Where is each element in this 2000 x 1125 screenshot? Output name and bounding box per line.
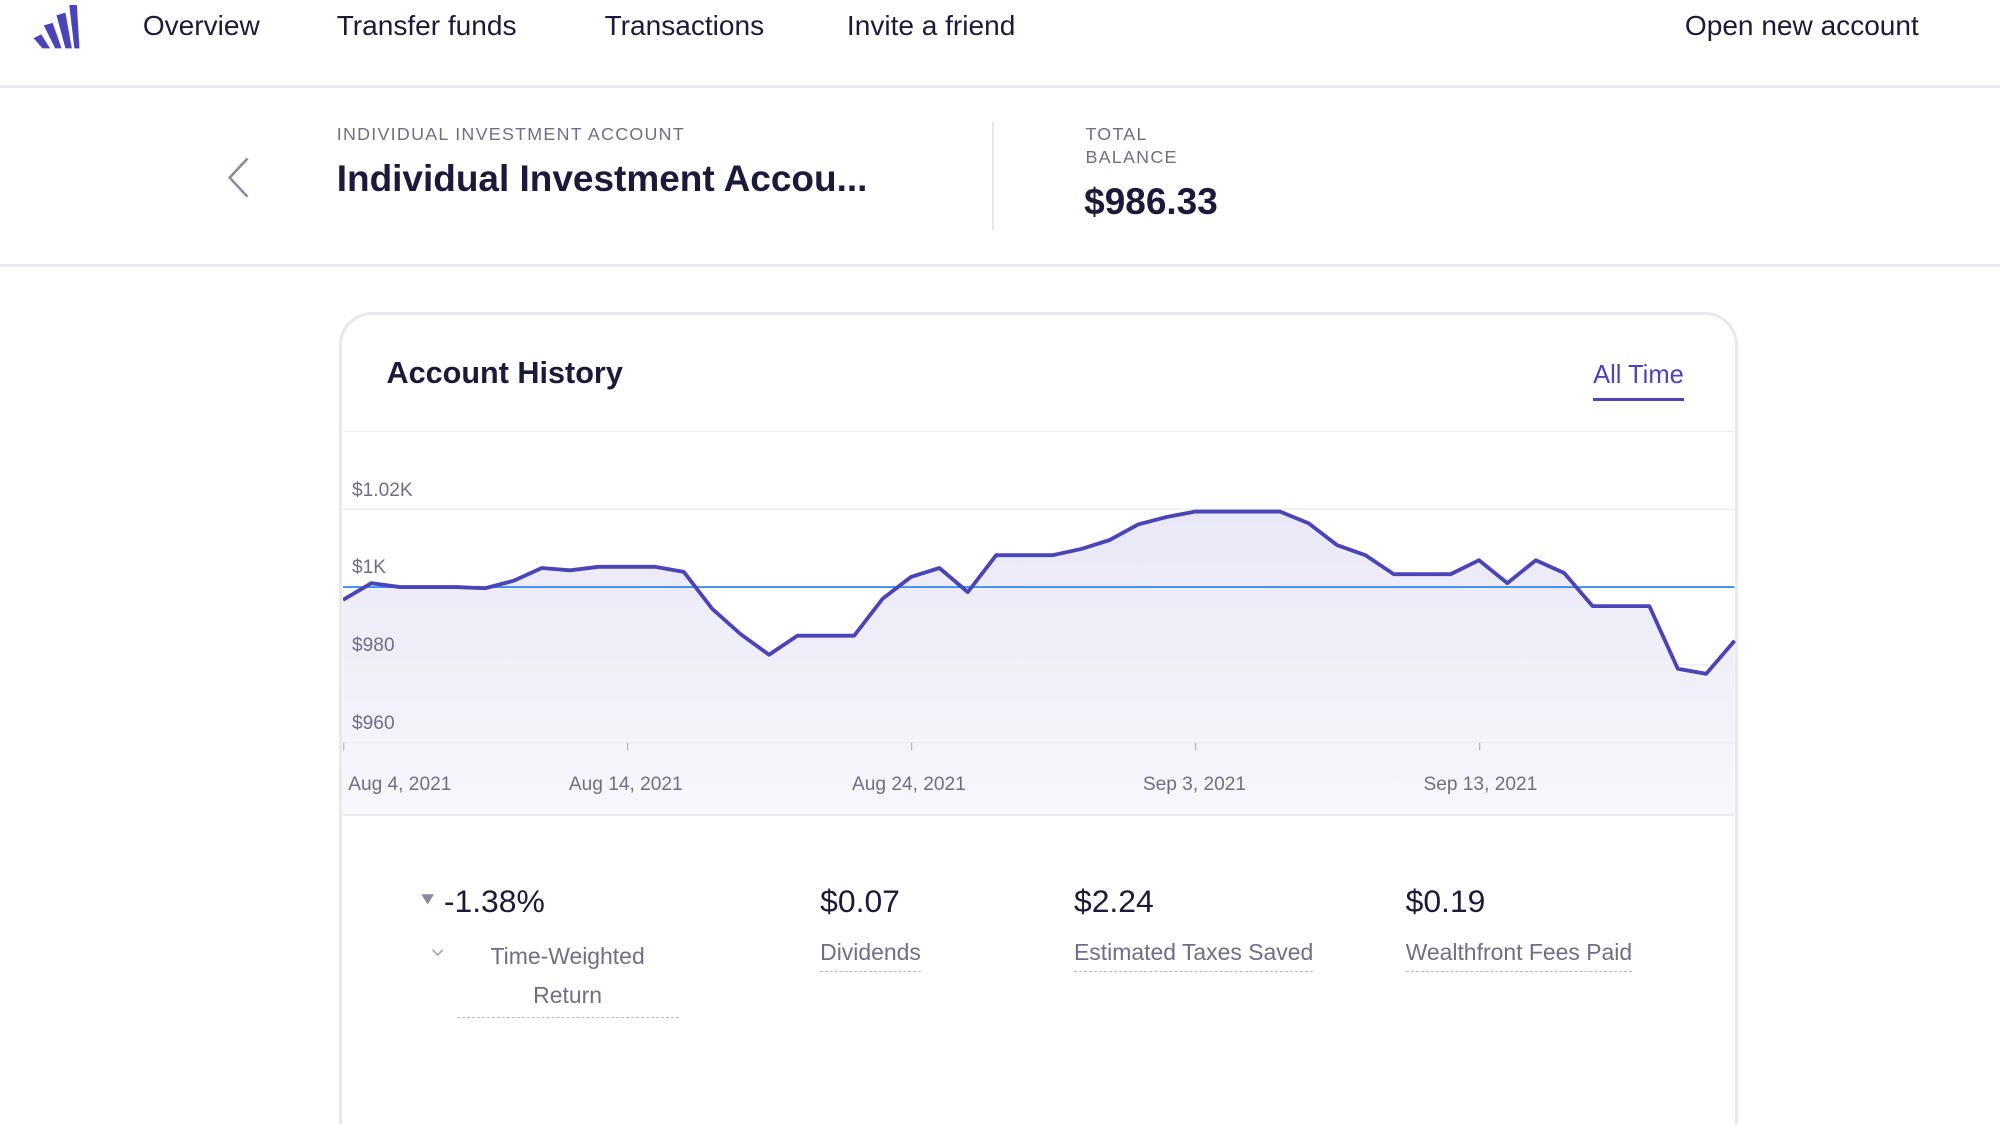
dividends-value: $0.07 (820, 882, 900, 919)
x-tick-label: Aug 24, 2021 (852, 774, 966, 796)
nav-divider (0, 85, 2000, 88)
card-header-divider (343, 431, 1736, 433)
y-tick-label: $1.02K (352, 479, 413, 501)
fees-paid-value: $0.19 (1405, 882, 1486, 919)
x-tick-label: Aug 4, 2021 (348, 774, 452, 796)
twr-value: -1.38% (443, 882, 545, 919)
tab-all-time[interactable]: All Time (1593, 361, 1684, 401)
chart-bottom-divider (343, 813, 1736, 817)
x-tick-label: Sep 3, 2021 (1142, 774, 1246, 796)
nav-invite-friend[interactable]: Invite a friend (846, 10, 1016, 42)
fees-paid-label[interactable]: Wealthfront Fees Paid (1405, 939, 1633, 972)
down-triangle-icon (420, 894, 434, 905)
wealthfront-logo-icon[interactable] (31, 5, 82, 51)
open-new-account-link[interactable]: Open new account (1684, 10, 1919, 42)
header-divider-bottom (0, 264, 2000, 267)
y-tick-label: $960 (352, 713, 395, 734)
total-balance-label-1: TOTAL (1085, 123, 1148, 144)
total-balance-label-2: BALANCE (1085, 146, 1178, 167)
total-balance-value: $986.33 (1084, 181, 1218, 223)
account-history-chart[interactable] (343, 434, 1736, 814)
twr-label-line-1: Time-Weighted (490, 943, 645, 970)
taxes-saved-value: $2.24 (1073, 882, 1154, 919)
back-chevron-icon[interactable] (222, 156, 253, 199)
y-tick-label: $980 (352, 635, 395, 657)
chevron-down-icon[interactable] (430, 946, 445, 959)
y-tick-label: $1K (352, 557, 387, 579)
account-title: Individual Investment Accou... (336, 158, 868, 200)
card-title: Account History (386, 355, 623, 390)
nav-transfer-funds[interactable]: Transfer funds (336, 10, 517, 42)
header-divider (992, 122, 994, 230)
account-type-label: INDIVIDUAL INVESTMENT ACCOUNT (336, 123, 686, 144)
nav-overview[interactable]: Overview (142, 10, 260, 42)
taxes-saved-label[interactable]: Estimated Taxes Saved (1073, 939, 1314, 972)
twr-label[interactable]: Time-Weighted Return (456, 937, 679, 1018)
nav-transactions[interactable]: Transactions (604, 10, 765, 42)
dividends-label[interactable]: Dividends (820, 939, 921, 972)
x-tick-label: Aug 14, 2021 (568, 774, 683, 796)
x-tick-label: Sep 13, 2021 (1423, 774, 1538, 796)
twr-label-line-2: Return (533, 981, 603, 1008)
balance-line (343, 509, 1736, 676)
